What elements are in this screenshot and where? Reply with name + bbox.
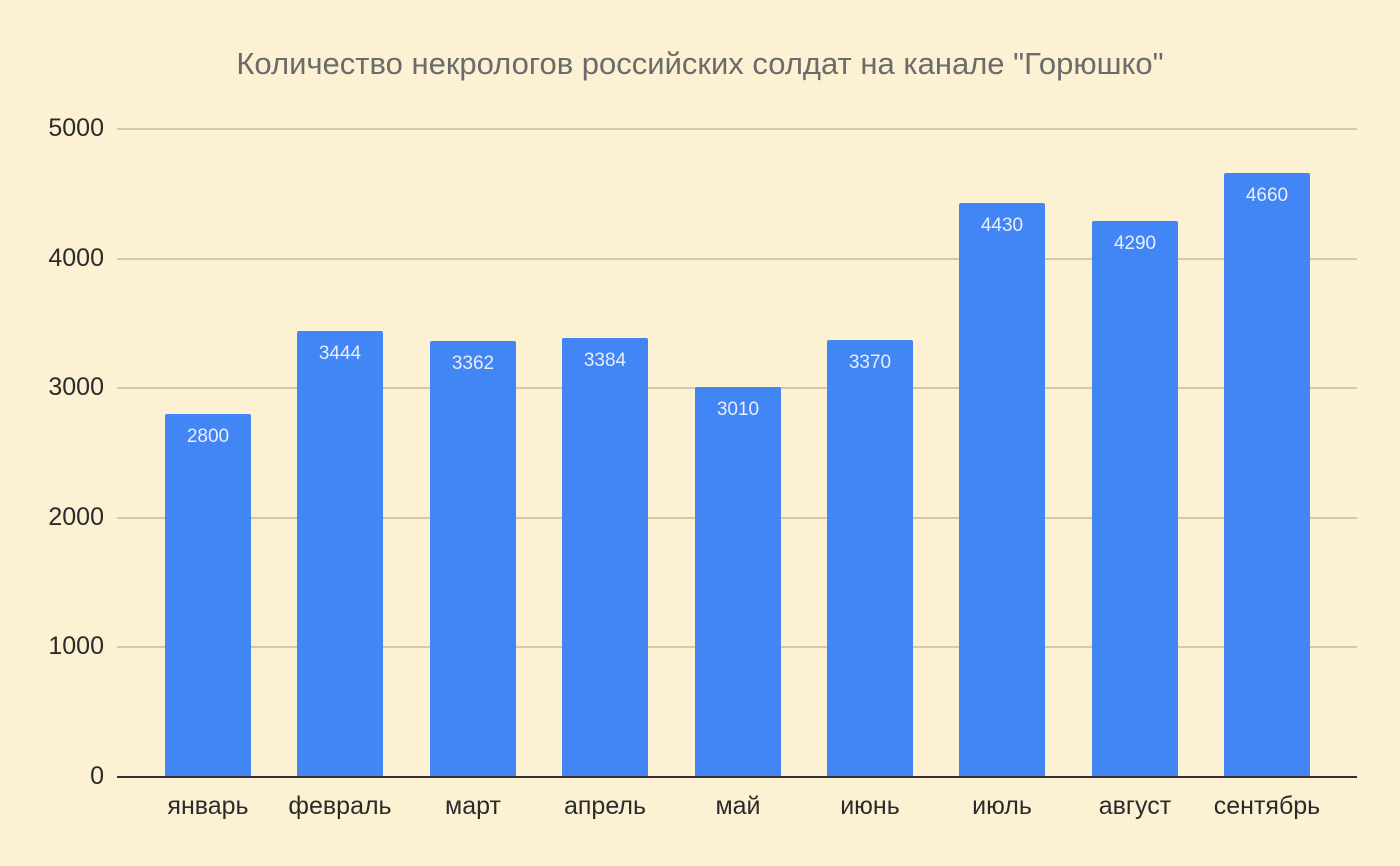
x-tick-label: май xyxy=(715,792,761,820)
x-tick-label: март xyxy=(445,792,501,820)
bar-value-label: 3370 xyxy=(848,352,892,373)
x-tick-label: август xyxy=(1098,792,1172,820)
bar-value-label: 3362 xyxy=(451,353,495,374)
bar-value-label: 4660 xyxy=(1245,185,1289,206)
x-tick-label: июль xyxy=(972,792,1032,820)
bar-april: 3384 xyxy=(562,338,648,777)
bar-value-label: 4290 xyxy=(1113,233,1157,254)
bar-january: 2800 xyxy=(165,414,251,777)
bar-september: 4660 xyxy=(1224,173,1310,777)
y-tick-label: 4000 xyxy=(48,244,104,272)
y-tick-label: 3000 xyxy=(48,373,104,401)
chart-title: Количество некрологов российских солдат … xyxy=(236,46,1164,81)
y-tick-label: 5000 xyxy=(48,114,104,142)
x-tick-label: сентябрь xyxy=(1213,792,1321,820)
y-tick-label: 1000 xyxy=(48,632,104,660)
bar-july: 4430 xyxy=(959,203,1045,777)
bar-value-label: 3384 xyxy=(583,350,627,371)
bar-value-label: 4430 xyxy=(980,215,1024,236)
bar-value-label: 3444 xyxy=(318,343,362,364)
bar-march: 3362 xyxy=(430,341,516,777)
x-tick-label: июнь xyxy=(840,792,900,820)
gridline-4000 xyxy=(117,258,1357,260)
x-tick-label: апрель xyxy=(563,792,647,820)
bar-value-label: 2800 xyxy=(186,426,230,447)
x-tick-label: январь xyxy=(167,792,249,820)
bar-august: 4290 xyxy=(1092,221,1178,777)
x-tick-label: февраль xyxy=(288,792,392,820)
y-tick-label: 2000 xyxy=(48,503,104,531)
bar-may: 3010 xyxy=(695,387,781,777)
bar-june: 3370 xyxy=(827,340,913,777)
bar-february: 3444 xyxy=(297,331,383,777)
bar-value-label: 3010 xyxy=(716,399,760,420)
gridline-5000 xyxy=(117,128,1357,130)
x-axis-line xyxy=(117,776,1357,778)
y-tick-label: 0 xyxy=(90,762,104,790)
